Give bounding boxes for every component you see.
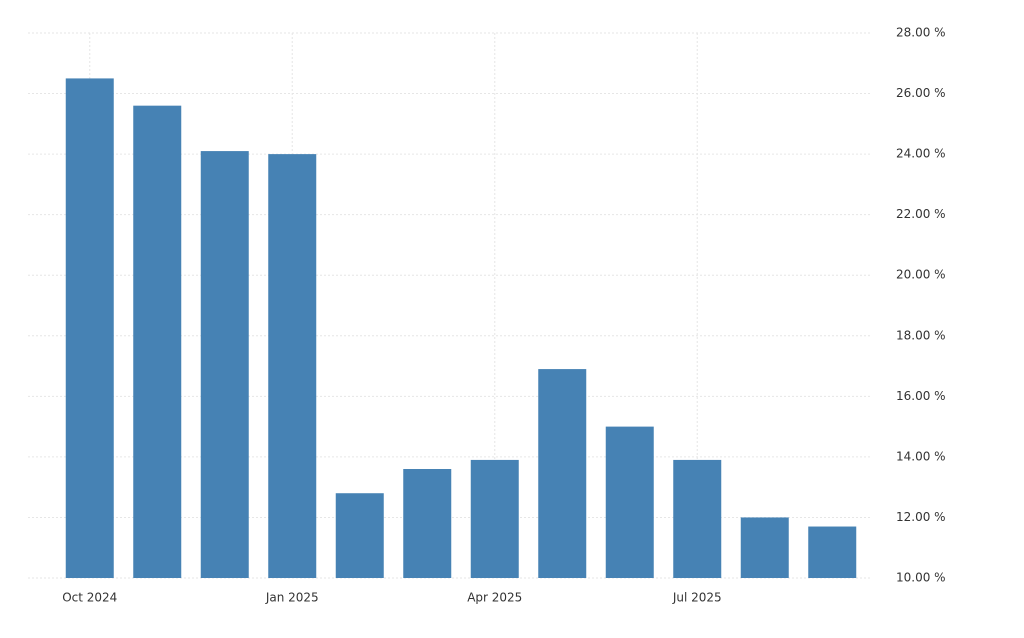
bar — [268, 154, 317, 578]
bar — [808, 526, 857, 578]
x-tick-label: Oct 2024 — [62, 591, 117, 605]
bar — [403, 469, 452, 578]
y-tick-label: 18.00 % — [896, 328, 946, 342]
bar — [335, 493, 384, 578]
x-tick-label: Jul 2025 — [672, 591, 722, 605]
y-tick-label: 28.00 % — [896, 26, 946, 40]
bar — [673, 459, 722, 578]
bar — [200, 151, 249, 579]
y-tick-label: 20.00 % — [896, 268, 946, 282]
y-tick-label: 24.00 % — [896, 147, 946, 161]
y-tick-label: 14.00 % — [896, 449, 946, 463]
y-tick-label: 12.00 % — [896, 510, 946, 524]
x-tick-label: Jan 2025 — [265, 591, 319, 605]
bar — [133, 105, 182, 579]
bar — [65, 78, 114, 579]
bar — [470, 459, 519, 578]
x-tick-label: Apr 2025 — [467, 591, 522, 605]
y-tick-label: 10.00 % — [896, 571, 946, 585]
y-tick-label: 26.00 % — [896, 86, 946, 100]
bar — [605, 426, 654, 578]
y-tick-label: 16.00 % — [896, 389, 946, 403]
bar — [740, 517, 789, 578]
y-tick-label: 22.00 % — [896, 207, 946, 221]
bar — [538, 369, 587, 578]
